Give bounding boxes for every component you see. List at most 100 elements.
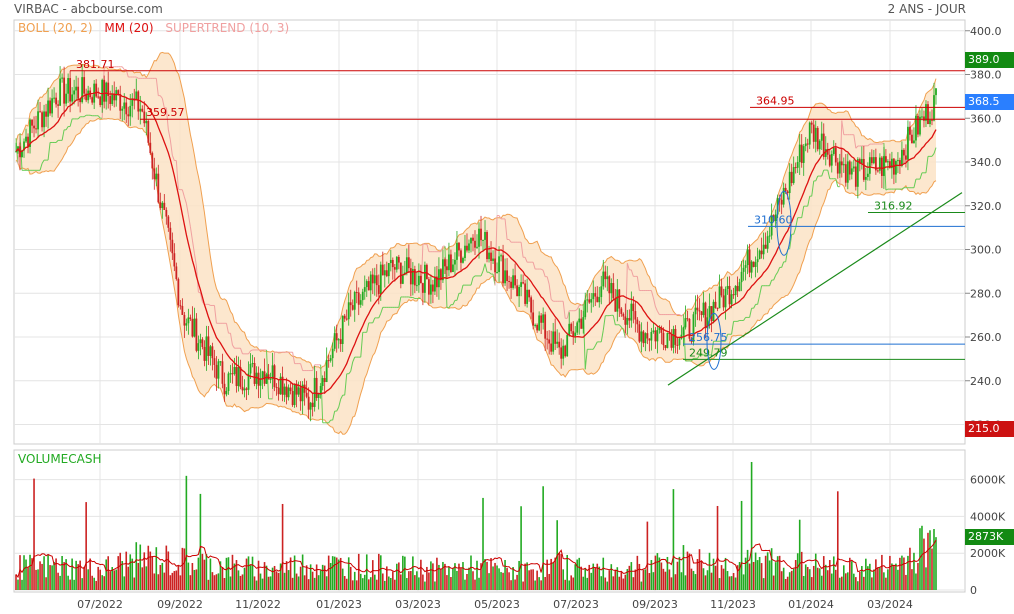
candle-body bbox=[923, 116, 925, 121]
volume-bar bbox=[87, 569, 89, 590]
volume-bar bbox=[337, 559, 340, 590]
volume-bar bbox=[201, 553, 204, 590]
volume-bar bbox=[143, 552, 146, 590]
bollinger-lower bbox=[15, 117, 937, 435]
volume-bar bbox=[171, 572, 174, 590]
candle-body bbox=[87, 90, 90, 101]
volume-bar bbox=[333, 556, 336, 590]
candle-body bbox=[155, 173, 158, 180]
volume-bar bbox=[183, 548, 186, 590]
candle-body bbox=[572, 331, 575, 337]
volume-bar bbox=[666, 556, 669, 590]
supertrend-segment bbox=[61, 129, 65, 141]
supertrend-segment bbox=[97, 115, 101, 119]
volume-bar bbox=[151, 556, 154, 590]
volume-bar bbox=[546, 559, 548, 590]
candle-body bbox=[766, 236, 769, 249]
candle-body bbox=[281, 376, 284, 395]
volume-bar bbox=[159, 565, 162, 590]
supertrend-segment bbox=[612, 315, 616, 325]
candle-body bbox=[913, 140, 915, 144]
supertrend-segment bbox=[933, 147, 937, 154]
volume-bar bbox=[259, 573, 262, 590]
volume-bar bbox=[867, 566, 869, 590]
price-tick-label: 320.0 bbox=[970, 200, 1002, 213]
candle-body bbox=[746, 249, 749, 266]
volume-bar bbox=[131, 558, 134, 590]
volume-bar bbox=[315, 564, 318, 590]
time-axis-label: 03/2023 bbox=[395, 598, 441, 611]
candle-body bbox=[704, 302, 707, 329]
candle-body bbox=[75, 86, 78, 91]
candle-body bbox=[828, 154, 831, 166]
candle-body bbox=[494, 258, 496, 273]
volume-bar bbox=[594, 567, 597, 590]
volume-tick-label: 4000K bbox=[970, 510, 1006, 523]
volume-bar bbox=[530, 569, 532, 590]
candle-body bbox=[486, 232, 488, 260]
chart-period: 2 ANS - JOUR bbox=[887, 2, 966, 16]
candle-body bbox=[21, 150, 23, 158]
supertrend-segment bbox=[743, 317, 747, 321]
volume-bar bbox=[650, 560, 653, 590]
supertrend-segment bbox=[925, 156, 929, 173]
volume-bar bbox=[786, 576, 789, 590]
candle-body bbox=[891, 158, 893, 169]
candle-body bbox=[682, 327, 685, 335]
candle-body bbox=[768, 235, 771, 237]
supertrend-segment bbox=[775, 271, 779, 276]
candle-body bbox=[355, 292, 358, 294]
candle-body bbox=[882, 156, 885, 176]
candle-body bbox=[225, 390, 228, 395]
volume-bar bbox=[39, 561, 41, 590]
candle-body bbox=[478, 228, 480, 247]
candle-body bbox=[698, 310, 701, 312]
candle-body bbox=[149, 142, 152, 154]
candle-body bbox=[407, 257, 410, 269]
candle-body bbox=[518, 286, 520, 297]
volume-bar bbox=[375, 579, 378, 590]
volume-bar bbox=[317, 575, 320, 590]
volume-bar bbox=[105, 559, 107, 590]
supertrend-segment bbox=[380, 307, 384, 314]
candle-body bbox=[626, 317, 629, 325]
supertrend-segment bbox=[470, 277, 474, 286]
candle-body bbox=[387, 263, 390, 277]
candle-body bbox=[73, 90, 76, 95]
candle-body bbox=[632, 303, 635, 312]
volume-bar bbox=[845, 573, 847, 590]
volume-bar bbox=[181, 547, 184, 590]
volume-bar bbox=[446, 575, 448, 590]
supertrend-segment bbox=[191, 240, 195, 254]
volume-bar bbox=[426, 566, 428, 590]
price-tick-label: 240.0 bbox=[970, 375, 1002, 388]
volume-bar bbox=[462, 562, 464, 590]
supertrend-segment bbox=[65, 126, 69, 131]
volume-bar bbox=[784, 578, 787, 590]
volume-bar bbox=[267, 576, 270, 590]
candle-body bbox=[189, 317, 192, 320]
candle-body bbox=[331, 348, 334, 359]
price-levels: 381.71 359.57 364.95 310.60 316.92 256.75 249.… bbox=[70, 58, 965, 360]
candle-body bbox=[377, 285, 380, 295]
candle-body bbox=[47, 100, 49, 117]
candle-body bbox=[111, 93, 114, 104]
candle-body bbox=[436, 276, 438, 288]
candle-body bbox=[850, 168, 853, 175]
candle-body bbox=[411, 269, 414, 285]
candle-body bbox=[183, 314, 186, 326]
volume-bar bbox=[448, 566, 450, 590]
candle-body bbox=[532, 312, 535, 326]
time-axis-label: 03/2024 bbox=[867, 598, 913, 611]
level-label: 310.60 bbox=[754, 213, 793, 226]
candle-body bbox=[77, 86, 80, 99]
supertrend-segment bbox=[901, 187, 905, 190]
volume-bar bbox=[247, 556, 250, 590]
candle-body bbox=[678, 338, 681, 346]
volume-bar bbox=[923, 538, 925, 590]
volume-bar bbox=[536, 570, 538, 590]
volume-bar bbox=[243, 567, 246, 590]
supertrend-segment bbox=[827, 169, 831, 179]
supertrend-segment bbox=[793, 227, 797, 235]
volume-tick-label: 0 bbox=[970, 584, 977, 597]
